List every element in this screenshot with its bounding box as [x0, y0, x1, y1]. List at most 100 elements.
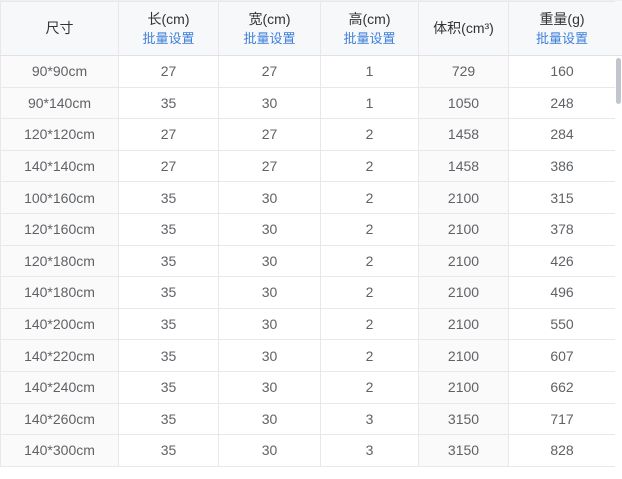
cell-height[interactable]: 2 — [320, 181, 419, 214]
column-header-size: 尺寸 — [0, 1, 119, 56]
cell-width[interactable]: 30 — [218, 212, 321, 246]
cell-volume: 2100 — [418, 276, 509, 309]
cell-height[interactable]: 2 — [320, 212, 419, 246]
cell-weight[interactable]: 426 — [508, 244, 616, 278]
vertical-scrollbar-track[interactable] — [615, 56, 622, 479]
cell-size: 120*180cm — [0, 244, 119, 278]
table-row: 140*180cm 35 30 2 2100 496 — [0, 276, 616, 309]
column-header-width: 宽(cm) 批量设置 — [218, 1, 321, 56]
table-row: 120*120cm 27 27 2 1458 284 — [0, 118, 616, 151]
cell-weight[interactable]: 378 — [508, 212, 616, 246]
cell-height[interactable]: 2 — [320, 276, 419, 309]
size-spec-table: 尺寸 长(cm) 批量设置 宽(cm) 批量设置 高(cm) 批量设置 体积(c… — [0, 1, 616, 467]
table-body: 90*90cm 27 27 1 729 160 90*140cm 35 30 1 1050 248 12… — [0, 55, 616, 467]
table-row: 140*140cm 27 27 2 1458 386 — [0, 149, 616, 183]
cell-size: 100*160cm — [0, 181, 119, 214]
cell-size: 140*260cm — [0, 402, 119, 436]
cell-weight[interactable]: 828 — [508, 434, 616, 467]
table-header-row: 尺寸 长(cm) 批量设置 宽(cm) 批量设置 高(cm) 批量设置 体积(c… — [0, 1, 616, 56]
cell-size: 140*240cm — [0, 370, 119, 404]
cell-length[interactable]: 35 — [118, 244, 219, 278]
cell-width[interactable]: 30 — [218, 370, 321, 404]
cell-width[interactable]: 30 — [218, 86, 321, 120]
cell-size: 90*90cm — [0, 55, 119, 88]
cell-volume: 2100 — [418, 339, 509, 372]
cell-height[interactable]: 3 — [320, 434, 419, 467]
cell-size: 140*200cm — [0, 307, 119, 341]
cell-size: 140*300cm — [0, 434, 119, 467]
cell-length[interactable]: 27 — [118, 55, 219, 88]
cell-width[interactable]: 27 — [218, 118, 321, 151]
column-label-size: 尺寸 — [45, 20, 74, 36]
batch-set-weight-link[interactable]: 批量设置 — [535, 30, 588, 46]
cell-weight[interactable]: 160 — [508, 55, 616, 88]
cell-size: 90*140cm — [0, 86, 119, 120]
cell-height[interactable]: 1 — [320, 86, 419, 120]
cell-weight[interactable]: 607 — [508, 339, 616, 372]
cell-size: 120*120cm — [0, 118, 119, 151]
cell-weight[interactable]: 248 — [508, 86, 616, 120]
column-header-weight: 重量(g) 批量设置 — [508, 1, 616, 56]
table-row: 90*140cm 35 30 1 1050 248 — [0, 86, 616, 120]
table-row: 120*180cm 35 30 2 2100 426 — [0, 244, 616, 278]
cell-length[interactable]: 35 — [118, 181, 219, 214]
cell-weight[interactable]: 662 — [508, 370, 616, 404]
table-row: 90*90cm 27 27 1 729 160 — [0, 55, 616, 88]
cell-weight[interactable]: 550 — [508, 307, 616, 341]
cell-length[interactable]: 35 — [118, 402, 219, 436]
vertical-scrollbar-thumb[interactable] — [616, 58, 621, 104]
table-row: 140*260cm 35 30 3 3150 717 — [0, 402, 616, 436]
cell-height[interactable]: 3 — [320, 402, 419, 436]
cell-height[interactable]: 1 — [320, 55, 419, 88]
cell-width[interactable]: 30 — [218, 339, 321, 372]
cell-length[interactable]: 35 — [118, 434, 219, 467]
cell-weight[interactable]: 284 — [508, 118, 616, 151]
cell-height[interactable]: 2 — [320, 118, 419, 151]
table-row: 100*160cm 35 30 2 2100 315 — [0, 181, 616, 214]
scrollbar-header-corner — [615, 1, 622, 56]
cell-volume: 3150 — [418, 402, 509, 436]
cell-width[interactable]: 30 — [218, 181, 321, 214]
cell-width[interactable]: 30 — [218, 276, 321, 309]
cell-size: 120*160cm — [0, 212, 119, 246]
cell-length[interactable]: 35 — [118, 86, 219, 120]
cell-weight[interactable]: 717 — [508, 402, 616, 436]
cell-width[interactable]: 27 — [218, 55, 321, 88]
cell-length[interactable]: 35 — [118, 307, 219, 341]
cell-width[interactable]: 30 — [218, 244, 321, 278]
cell-volume: 2100 — [418, 244, 509, 278]
cell-width[interactable]: 27 — [218, 149, 321, 183]
cell-size: 140*140cm — [0, 149, 119, 183]
cell-volume: 2100 — [418, 181, 509, 214]
cell-weight[interactable]: 315 — [508, 181, 616, 214]
column-header-height: 高(cm) 批量设置 — [320, 1, 419, 56]
cell-height[interactable]: 2 — [320, 307, 419, 341]
cell-height[interactable]: 2 — [320, 149, 419, 183]
cell-length[interactable]: 35 — [118, 370, 219, 404]
cell-length[interactable]: 35 — [118, 276, 219, 309]
cell-size: 140*180cm — [0, 276, 119, 309]
cell-height[interactable]: 2 — [320, 244, 419, 278]
column-label-volume: 体积(cm³) — [433, 20, 494, 36]
batch-set-width-link[interactable]: 批量设置 — [243, 30, 296, 46]
column-label-length: 长(cm) — [147, 10, 190, 27]
cell-weight[interactable]: 386 — [508, 149, 616, 183]
cell-volume: 1458 — [418, 149, 509, 183]
cell-volume: 1050 — [418, 86, 509, 120]
column-label-width: 宽(cm) — [248, 10, 291, 27]
cell-length[interactable]: 35 — [118, 212, 219, 246]
cell-weight[interactable]: 496 — [508, 276, 616, 309]
cell-volume: 2100 — [418, 370, 509, 404]
column-header-length: 长(cm) 批量设置 — [118, 1, 219, 56]
batch-set-length-link[interactable]: 批量设置 — [142, 30, 195, 46]
cell-volume: 729 — [418, 55, 509, 88]
cell-height[interactable]: 2 — [320, 370, 419, 404]
cell-width[interactable]: 30 — [218, 307, 321, 341]
cell-width[interactable]: 30 — [218, 434, 321, 467]
cell-length[interactable]: 27 — [118, 118, 219, 151]
cell-length[interactable]: 27 — [118, 149, 219, 183]
cell-width[interactable]: 30 — [218, 402, 321, 436]
cell-length[interactable]: 35 — [118, 339, 219, 372]
cell-height[interactable]: 2 — [320, 339, 419, 372]
batch-set-height-link[interactable]: 批量设置 — [343, 30, 396, 46]
